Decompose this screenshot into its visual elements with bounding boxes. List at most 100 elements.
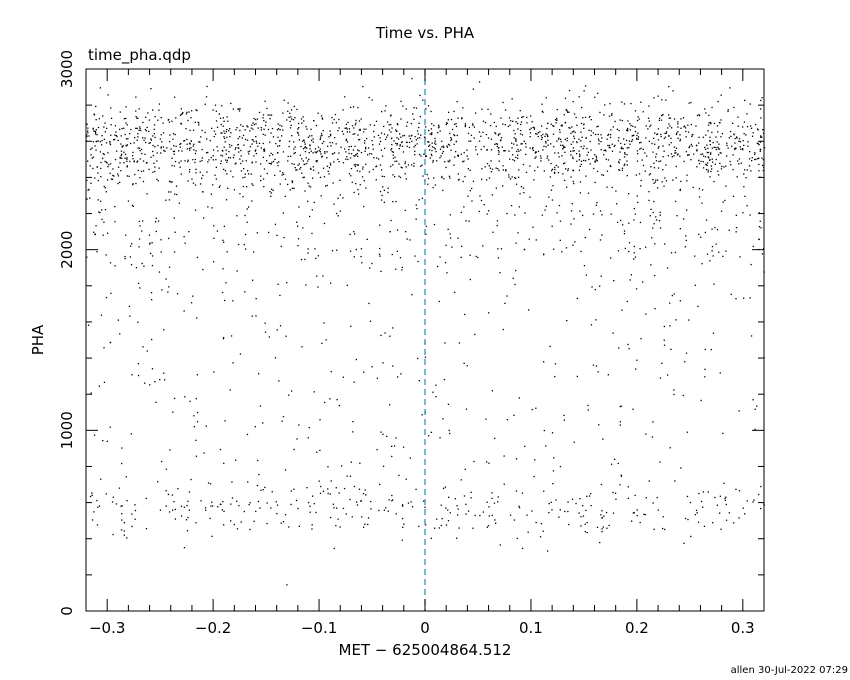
data-point [224, 299, 226, 302]
data-point [478, 140, 481, 142]
data-point [361, 262, 363, 264]
data-point [663, 185, 665, 187]
data-point [434, 140, 436, 142]
data-point [649, 125, 651, 128]
data-point [335, 525, 337, 527]
data-point [434, 142, 436, 144]
data-point [105, 161, 107, 163]
data-point [371, 262, 373, 265]
data-point [280, 522, 282, 524]
data-point [340, 146, 342, 148]
data-point [245, 160, 247, 162]
data-point [468, 220, 470, 222]
data-point [514, 283, 516, 286]
data-point [749, 151, 751, 153]
data-point [94, 233, 96, 236]
data-point [439, 157, 441, 159]
data-point [144, 128, 147, 131]
data-point [313, 120, 315, 122]
data-point [655, 160, 658, 162]
data-point [653, 223, 655, 225]
data-point [288, 145, 290, 148]
data-point [348, 149, 350, 151]
data-point [407, 502, 410, 504]
data-point [219, 185, 221, 187]
data-point [316, 275, 318, 277]
data-point [500, 117, 502, 119]
data-point [180, 113, 183, 115]
data-point [253, 140, 255, 143]
data-point [402, 135, 404, 137]
data-point [447, 509, 449, 511]
data-point [109, 163, 112, 165]
data-point [152, 150, 154, 153]
data-point [674, 152, 676, 154]
data-point [595, 155, 597, 157]
data-point [473, 460, 475, 463]
data-point [609, 165, 611, 167]
data-point [235, 129, 237, 131]
data-point [242, 185, 245, 188]
data-point [199, 141, 201, 143]
data-point [326, 184, 328, 187]
data-point [102, 153, 104, 155]
data-point [117, 139, 119, 142]
data-point [165, 278, 167, 280]
data-point [311, 232, 313, 235]
data-point [405, 478, 407, 480]
data-point [255, 315, 257, 317]
data-point [717, 148, 720, 150]
data-point [217, 506, 219, 508]
data-point [194, 184, 197, 186]
data-point [129, 315, 131, 317]
data-point [205, 152, 208, 154]
data-point [628, 193, 630, 195]
data-point [660, 119, 663, 121]
data-point [372, 168, 374, 171]
data-point [453, 134, 455, 136]
data-point [741, 148, 744, 150]
data-point [605, 511, 608, 514]
data-point [661, 115, 663, 117]
data-point [495, 133, 497, 135]
data-point [277, 164, 279, 167]
data-point [467, 510, 470, 512]
data-point [739, 141, 742, 143]
data-point [274, 174, 276, 176]
data-point [600, 275, 602, 277]
data-point [515, 139, 517, 141]
data-point [254, 150, 256, 152]
data-point [287, 102, 289, 104]
data-point [229, 128, 231, 130]
data-point [335, 121, 337, 124]
data-point [195, 168, 197, 170]
data-point [321, 155, 323, 157]
data-point [620, 219, 622, 222]
data-point [209, 517, 211, 520]
data-point [224, 141, 226, 143]
data-point [157, 119, 159, 121]
data-point [518, 169, 520, 171]
data-point [615, 498, 617, 500]
data-point [125, 476, 127, 478]
data-point [572, 101, 574, 103]
data-point [734, 137, 736, 140]
data-point [739, 256, 741, 258]
data-point [581, 136, 583, 138]
data-point [334, 137, 336, 139]
data-point [101, 209, 103, 211]
data-point [135, 267, 138, 269]
data-point [752, 399, 754, 401]
data-point [281, 135, 283, 137]
data-point [672, 179, 674, 181]
data-point [606, 527, 608, 529]
data-point [509, 178, 512, 180]
data-point [553, 172, 556, 174]
data-point [277, 145, 279, 147]
data-point [199, 160, 201, 163]
data-point [392, 154, 394, 156]
data-point [215, 120, 218, 122]
data-point [405, 166, 407, 168]
data-point [262, 117, 264, 119]
